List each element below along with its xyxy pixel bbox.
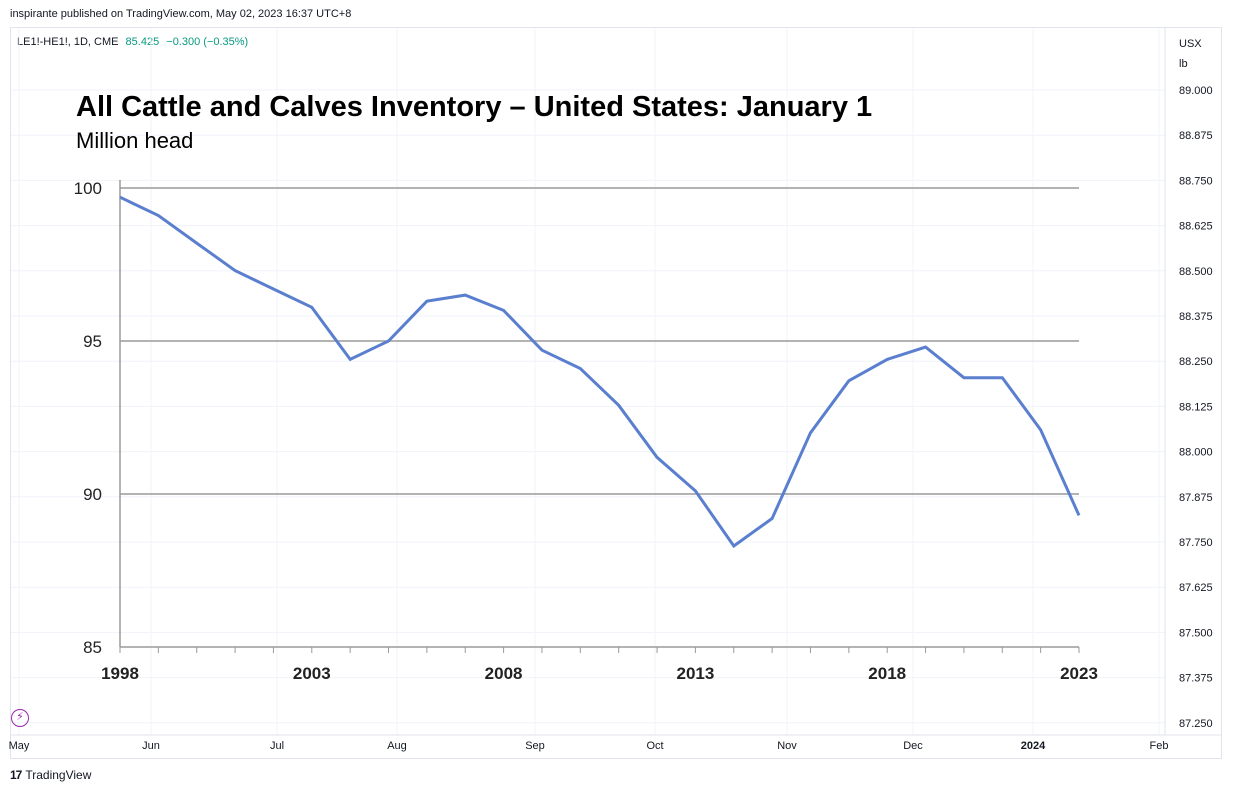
x-tick-label: 2023	[1060, 664, 1098, 683]
price-tick-label: 87.625	[1179, 582, 1213, 594]
tradingview-logo-icon: 17	[10, 768, 22, 782]
time-tick-label: Nov	[777, 740, 797, 752]
y-tick-label: 95	[83, 332, 102, 351]
footer: 17 TradingView	[10, 768, 91, 782]
embedded-chart-axes: 100 95 90 85 1998 2003 2008 2013 2018 2023	[74, 179, 1098, 683]
time-tick-label: Feb	[1150, 740, 1169, 752]
time-tick-label: Sep	[525, 740, 545, 752]
price-tick-label: 88.250	[1179, 356, 1213, 368]
cattle-inventory-line	[119, 195, 1081, 549]
time-tick-label: Oct	[646, 740, 663, 752]
price-change: −0.300 (−0.35%)	[166, 36, 249, 48]
price-axis[interactable]: 89.000 88.875 88.750 88.625 88.500 88.375 88.2…	[1164, 28, 1213, 735]
x-tick-label: 2003	[293, 664, 331, 683]
price-tick-label: 87.750	[1179, 537, 1213, 549]
x-tick-label: 2018	[868, 664, 906, 683]
price-tick-label: 87.875	[1179, 492, 1213, 504]
price-tick-label: 87.250	[1179, 718, 1213, 730]
currency-code: USX	[1179, 38, 1202, 50]
price-tick-label: 88.500	[1179, 266, 1213, 278]
lightning-icon[interactable]: ⚡	[11, 709, 29, 727]
y-tick-label: 85	[83, 638, 102, 657]
y-tick-label: 100	[74, 179, 102, 198]
price-tick-label: 87.500	[1179, 627, 1213, 639]
time-tick-label: May	[9, 740, 30, 752]
price-tick-label: 89.000	[1179, 85, 1213, 97]
price-tick-label: 88.625	[1179, 221, 1213, 233]
time-tick-label: Aug	[387, 740, 407, 752]
chart-subtitle: Million head	[76, 128, 193, 153]
brand-name: TradingView	[25, 768, 92, 782]
chart-frame[interactable]	[10, 27, 1222, 759]
price-tick-label: 87.375	[1179, 673, 1213, 685]
price-tick-label: 88.875	[1179, 130, 1213, 142]
price-tick-label: 88.000	[1179, 447, 1213, 459]
x-tick-label: 1998	[101, 664, 139, 683]
time-tick-label: Jun	[142, 740, 160, 752]
time-tick-label: Dec	[903, 740, 923, 752]
y-tick-label: 90	[83, 485, 102, 504]
vertical-grid	[18, 28, 1160, 735]
publish-info: inspirante published on TradingView.com,…	[10, 8, 352, 20]
currency-unit: lb	[1179, 58, 1188, 70]
symbol-name: LE1!-HE1!, 1D, CME	[17, 36, 119, 48]
price-tick-label: 88.125	[1179, 401, 1213, 413]
price-tick-label: 88.750	[1179, 175, 1213, 187]
x-tick-label: 2013	[676, 664, 714, 683]
time-tick-label: Jul	[270, 740, 284, 752]
currency-label[interactable]: USX lb	[1179, 34, 1202, 74]
horizontal-grid	[11, 89, 1165, 724]
time-axis[interactable]: May Jun Jul Aug Sep Oct Nov Dec 2024 Feb	[9, 734, 1222, 752]
time-tick-label: 2024	[1021, 740, 1046, 752]
price-tick-label: 88.375	[1179, 311, 1213, 323]
embedded-chart-grid	[120, 187, 1079, 495]
x-tick-label: 2008	[485, 664, 523, 683]
chart-title: All Cattle and Calves Inventory – United…	[76, 91, 872, 123]
